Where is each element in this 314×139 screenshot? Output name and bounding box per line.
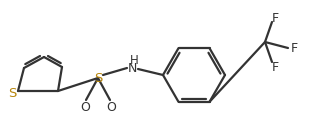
Text: N: N [127,61,137,75]
Text: S: S [94,71,102,85]
Text: O: O [80,100,90,114]
Text: F: F [290,42,298,54]
Text: S: S [8,86,16,100]
Text: F: F [271,12,279,24]
Text: O: O [106,100,116,114]
Text: H: H [130,54,138,66]
Text: F: F [271,60,279,74]
